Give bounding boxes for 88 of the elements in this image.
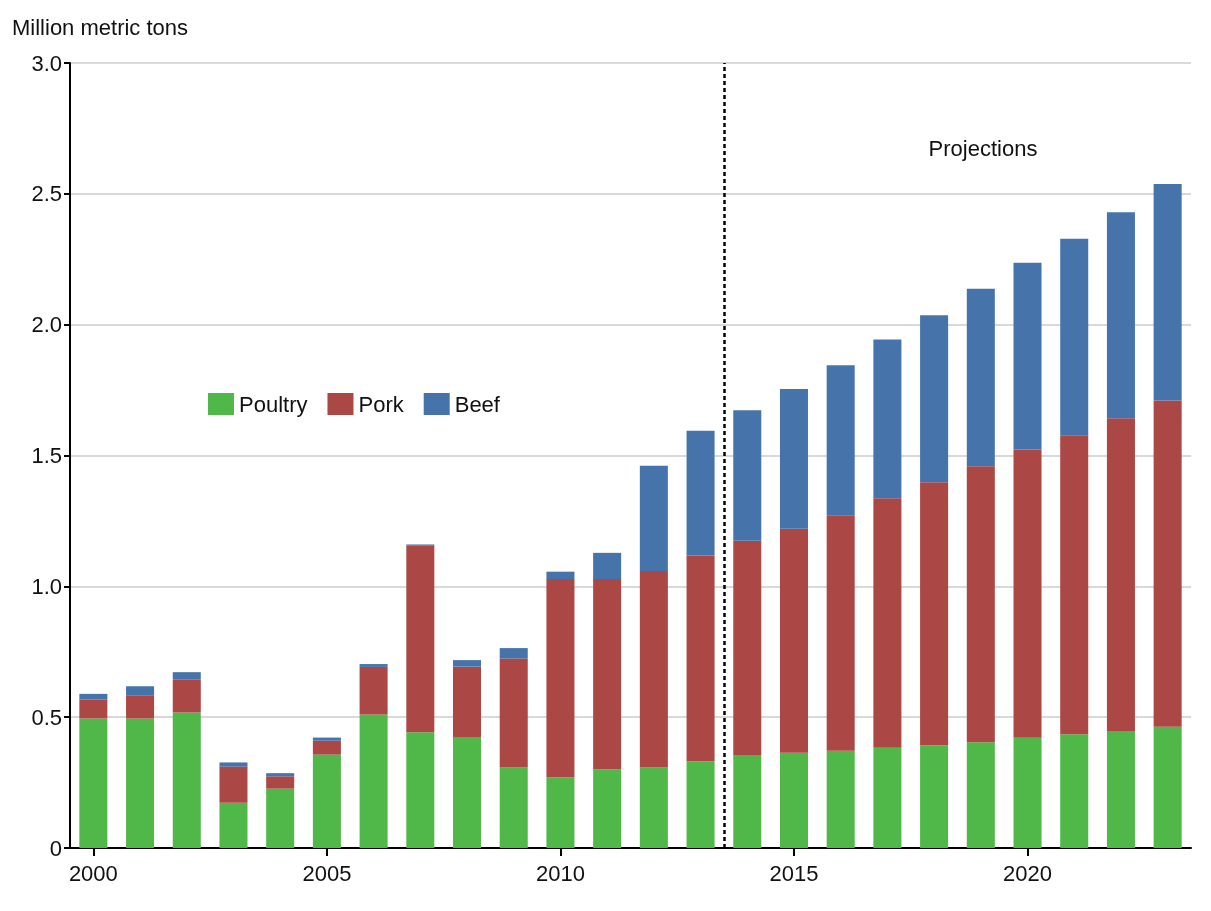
bar — [312, 737, 341, 741]
bar — [733, 755, 762, 848]
y-tick-label: 1.5 — [31, 443, 62, 468]
annotation: Projections — [928, 135, 1038, 161]
bar — [453, 660, 482, 667]
bar — [1153, 183, 1182, 401]
y-tick-label: 0.5 — [31, 704, 62, 730]
bar — [499, 767, 528, 848]
bar — [312, 754, 341, 848]
bar — [779, 752, 808, 848]
x-tick-label: 2015 — [769, 860, 819, 886]
bar — [966, 466, 995, 743]
y-tick-label: 2.0 — [31, 312, 62, 338]
x-tick-label: 2020 — [1003, 860, 1052, 886]
bar — [266, 773, 295, 777]
bar — [873, 339, 902, 499]
bar — [686, 761, 715, 848]
bar — [1060, 734, 1089, 848]
bar — [453, 666, 482, 738]
bar — [1060, 238, 1089, 436]
y-tick-label: 1.0 — [31, 573, 62, 599]
bar — [219, 802, 248, 848]
bar — [359, 664, 388, 667]
bar — [172, 712, 201, 848]
bar — [826, 515, 855, 751]
bar — [172, 672, 201, 680]
legend-label: Pork — [358, 391, 405, 417]
bar — [499, 648, 528, 659]
bar — [733, 540, 762, 756]
x-tick-label: 2000 — [68, 860, 118, 886]
bar — [1153, 726, 1182, 848]
bar — [966, 288, 995, 467]
bar — [546, 579, 575, 778]
bar — [1013, 262, 1042, 450]
bar — [873, 498, 902, 748]
bar — [1106, 731, 1135, 848]
bar — [79, 718, 108, 848]
bar — [593, 552, 622, 580]
y-tick-label: 0 — [49, 835, 62, 861]
bar — [406, 732, 435, 848]
bar — [266, 776, 295, 789]
bar — [359, 714, 388, 848]
bar — [126, 686, 155, 696]
bar — [593, 579, 622, 770]
bar — [779, 528, 808, 753]
bar — [686, 430, 715, 556]
bar — [219, 762, 248, 767]
bar — [126, 718, 155, 848]
bar — [312, 740, 341, 755]
bar — [639, 767, 668, 848]
bar — [733, 410, 762, 541]
bar — [873, 747, 902, 848]
bar — [79, 699, 108, 719]
bar — [1060, 435, 1089, 735]
bar — [826, 750, 855, 848]
bar — [546, 777, 575, 848]
bar — [639, 465, 668, 571]
bar — [126, 695, 155, 719]
bar — [779, 389, 808, 529]
bar — [966, 742, 995, 848]
y-axis-title: Million metric tons — [12, 14, 189, 40]
bar — [546, 571, 575, 580]
bar — [1013, 737, 1042, 848]
bar — [406, 545, 435, 733]
bar — [920, 482, 949, 746]
y-tick-label: 3.0 — [31, 50, 62, 76]
bar — [1106, 418, 1135, 732]
bar — [219, 766, 248, 803]
bar — [266, 788, 295, 848]
bar — [1013, 449, 1042, 738]
legend-label: Poultry — [239, 391, 308, 417]
bar — [920, 745, 949, 848]
legend-label: Beef — [454, 391, 501, 417]
y-tick-label: 2.5 — [31, 181, 62, 207]
bar — [639, 570, 668, 768]
bar — [826, 365, 855, 516]
bar — [79, 693, 108, 700]
bar — [1106, 212, 1135, 419]
x-tick-label: 2005 — [302, 860, 352, 886]
bar — [453, 737, 482, 848]
bar — [920, 315, 949, 483]
bar — [593, 769, 622, 848]
bar — [499, 658, 528, 768]
bar — [172, 679, 201, 713]
x-tick-label: 2010 — [535, 860, 585, 886]
bar — [686, 555, 715, 762]
bar — [359, 666, 388, 715]
bar — [1153, 400, 1182, 727]
